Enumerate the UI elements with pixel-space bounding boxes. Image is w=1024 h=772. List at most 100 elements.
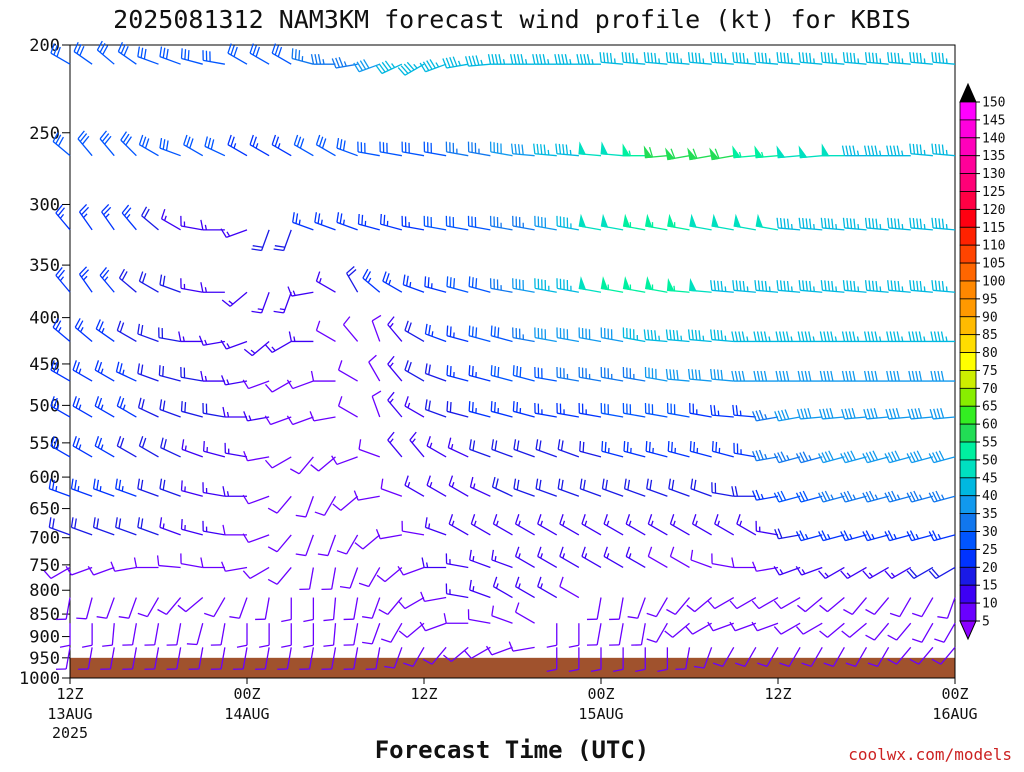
wind-barb: [691, 479, 712, 497]
wind-barb: [557, 278, 579, 292]
wind-barb: [646, 441, 667, 457]
wind-barb: [730, 598, 756, 609]
wind-barb: [843, 331, 867, 341]
wind-barb: [513, 401, 534, 417]
wind-barb: [866, 218, 889, 230]
wind-barb: [446, 584, 468, 598]
wind-barb: [424, 142, 446, 156]
wind-barb: [865, 371, 889, 381]
colorbar-swatch: [960, 353, 976, 371]
wind-barb: [665, 623, 690, 637]
wind-barb: [447, 276, 468, 292]
wind-barb: [51, 44, 70, 65]
wind-barb: [535, 278, 557, 292]
wind-barb: [469, 326, 490, 342]
colorbar-min-arrow: [960, 621, 976, 639]
wind-barb: [646, 216, 668, 230]
wind-barb: [888, 623, 911, 640]
wind-barb: [424, 216, 446, 230]
wind-barb: [265, 381, 291, 392]
wind-barb: [646, 279, 668, 293]
wind-barb: [754, 371, 778, 381]
wind-barb: [470, 439, 491, 457]
wind-barb: [624, 441, 645, 457]
wind-barb: [711, 329, 734, 341]
wind-barb: [644, 329, 667, 341]
wind-barb: [160, 138, 181, 156]
colorbar-label: 90: [982, 310, 998, 325]
wind-barb: [337, 535, 358, 554]
wind-barb: [820, 408, 845, 419]
x-tick-date: 14AUG: [224, 705, 269, 723]
wind-barb: [937, 598, 955, 619]
colorbar-swatch: [960, 263, 976, 281]
wind-barb: [842, 408, 867, 419]
wind-barb: [843, 598, 866, 615]
wind-barb: [167, 623, 181, 645]
wind-barb: [422, 557, 446, 567]
wind-barb: [711, 52, 734, 64]
wind-barb: [909, 331, 933, 341]
wind-barb: [181, 519, 202, 535]
wind-barb: [601, 403, 623, 417]
wind-barb: [557, 216, 579, 230]
wind-barb: [405, 396, 424, 417]
wind-barb: [448, 438, 468, 457]
wind-barb: [821, 52, 844, 64]
wind-barb: [647, 479, 668, 497]
wind-barb: [647, 598, 668, 617]
wind-barb: [865, 146, 889, 156]
wind-barb: [866, 52, 889, 64]
wind-barb: [469, 365, 490, 381]
x-tick-date: 15AUG: [578, 705, 623, 723]
wind-barb: [733, 280, 756, 292]
colorbar-label: 115: [982, 221, 1005, 236]
wind-barbs: [44, 41, 955, 671]
y-tick-label: 750: [29, 556, 60, 576]
colorbar-label: 60: [982, 418, 998, 433]
wind-barb: [670, 514, 689, 535]
colorbar-label: 150: [982, 96, 1005, 111]
colorbar-swatch: [960, 120, 976, 138]
wind-barb: [931, 371, 955, 381]
wind-barb: [796, 623, 822, 634]
wind-barb: [538, 577, 557, 598]
wind-barb: [668, 441, 689, 457]
colorbar-swatch: [960, 442, 976, 460]
wind-barb: [160, 517, 181, 535]
wind-barb: [932, 52, 955, 64]
wind-barb: [931, 331, 955, 341]
x-tick-label: 00Z: [587, 685, 614, 703]
colorbar-label: 55: [982, 436, 998, 451]
wind-barb: [558, 479, 579, 497]
wind-barb: [912, 623, 933, 642]
wind-barb: [535, 403, 557, 417]
wind-barb: [600, 52, 623, 64]
wind-barb: [558, 439, 579, 457]
wind-barb: [337, 138, 358, 156]
wind-barb: [362, 598, 380, 619]
wind-barb: [139, 135, 158, 156]
colorbar-label: 25: [982, 543, 998, 558]
y-tick-label: 200: [29, 36, 60, 56]
wind-barb: [534, 144, 557, 156]
wind-barb: [579, 216, 601, 230]
wind-barb: [354, 491, 379, 501]
wind-barb: [579, 367, 601, 381]
wind-barb: [587, 623, 601, 645]
wind-barb: [425, 363, 446, 381]
wind-barb: [73, 396, 92, 417]
wind-barb: [819, 567, 845, 578]
wind-barb: [535, 327, 557, 341]
wind-barb: [888, 52, 911, 64]
y-tick-label: 300: [29, 195, 60, 215]
wind-barb: [94, 479, 115, 497]
wind-barb: [587, 598, 601, 620]
wind-barb: [358, 214, 379, 230]
wind-barb: [841, 567, 867, 578]
wind-barb: [466, 55, 491, 66]
wind-barb: [536, 439, 557, 457]
wind-barb: [909, 371, 933, 381]
wind-barb: [323, 623, 335, 646]
wind-barb: [294, 135, 313, 156]
